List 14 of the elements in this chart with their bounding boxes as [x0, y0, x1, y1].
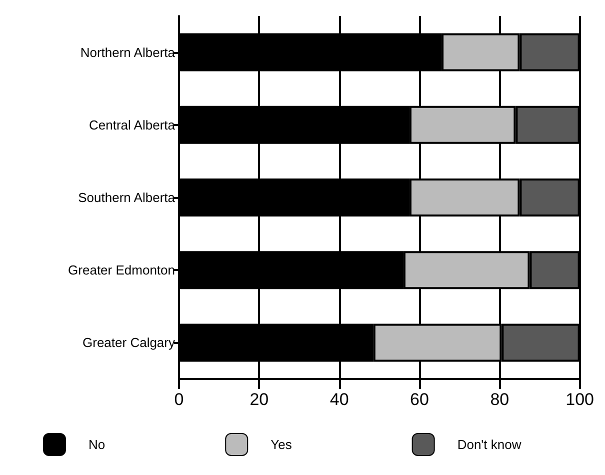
x-tick-label: 100: [566, 390, 594, 409]
x-tick-label: 80: [490, 390, 510, 409]
y-tick-label: Central Alberta: [89, 117, 176, 132]
y-tick-label: Greater Calgary: [82, 335, 176, 350]
y-tick-label: Southern Alberta: [78, 190, 176, 205]
legend-label: No: [88, 437, 106, 452]
x-tick-label: 60: [410, 390, 429, 409]
y-tick-label: Greater Edmonton: [68, 262, 175, 278]
x-tick-label: 20: [250, 390, 269, 409]
legend-label: Yes: [270, 437, 292, 452]
x-tick-label: 40: [330, 390, 349, 409]
legend-label: Don't know: [457, 437, 522, 452]
x-tick-label: 0: [174, 390, 184, 409]
y-tick-label: Northern Alberta: [80, 44, 176, 60]
